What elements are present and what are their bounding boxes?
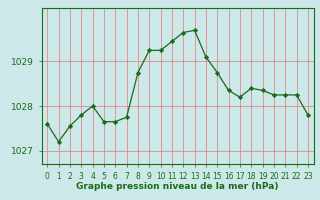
X-axis label: Graphe pression niveau de la mer (hPa): Graphe pression niveau de la mer (hPa) [76, 182, 279, 191]
